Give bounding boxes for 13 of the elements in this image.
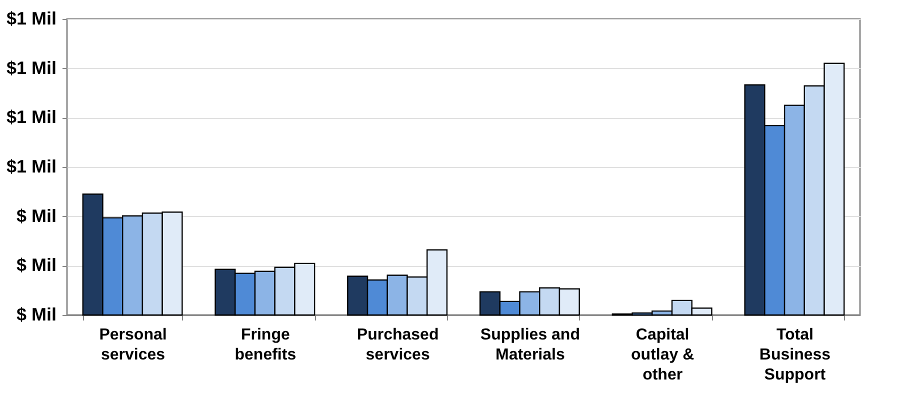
y-tick-label: $1 Mil: [6, 8, 56, 28]
x-tick-label: Purchased services: [356, 326, 439, 364]
x-tick-label: Capital outlay & other: [631, 326, 695, 384]
x-tick-label: Personal services: [99, 326, 167, 364]
y-tick-label: $ Mil: [16, 255, 56, 276]
y-tick-label: $1 Mil: [6, 58, 56, 78]
x-tick-label: Supplies and Materials: [480, 326, 580, 364]
y-tick-label: $ Mil: [16, 304, 56, 324]
x-tick-label: Fringe benefits: [234, 326, 296, 364]
y-tick-label: $1 Mil: [6, 107, 56, 128]
y-tick-label: $ Mil: [16, 206, 56, 226]
x-tick-label: Total Business Support: [759, 326, 831, 384]
y-tick-label: $1 Mil: [6, 156, 56, 176]
